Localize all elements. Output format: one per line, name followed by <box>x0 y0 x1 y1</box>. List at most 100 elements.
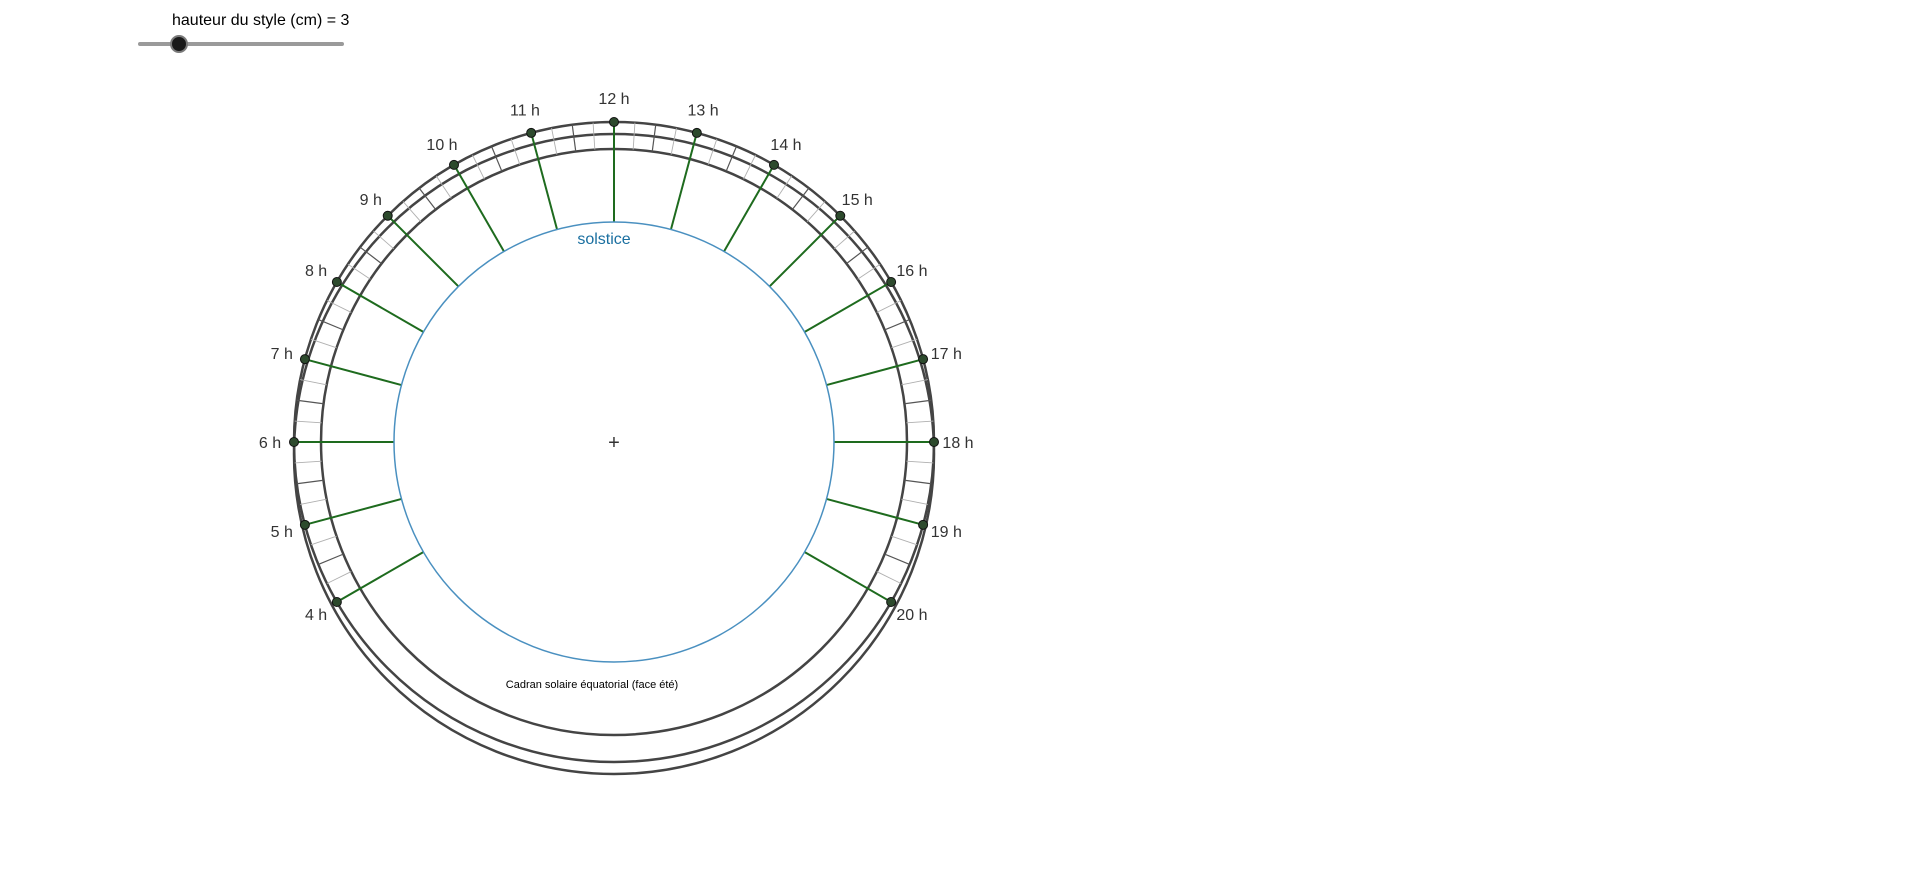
hour-point <box>382 210 393 221</box>
hour-label: 17 h <box>931 346 962 363</box>
hour-point <box>691 127 702 138</box>
hour-point <box>449 159 459 170</box>
scale-tick <box>435 175 452 199</box>
hour-label: 18 h <box>942 435 973 452</box>
hour-point <box>299 519 310 530</box>
scale-tick <box>651 124 657 152</box>
scale-tick <box>846 246 869 265</box>
hour-line <box>336 281 424 333</box>
scale-tick <box>806 201 826 223</box>
scale-tick <box>891 338 918 349</box>
hour-line <box>453 164 505 252</box>
scale-tick <box>296 399 324 405</box>
hour-point <box>299 354 310 365</box>
scale-tick <box>347 263 371 280</box>
hour-label: 16 h <box>896 263 927 280</box>
hour-point <box>609 117 619 127</box>
hour-label: 8 h <box>305 263 327 280</box>
slider-thumb[interactable] <box>170 35 189 53</box>
hour-line <box>669 132 698 230</box>
scale-tick <box>318 318 344 331</box>
scale-tick <box>310 338 337 349</box>
hour-label: 14 h <box>770 137 801 154</box>
hour-label: 20 h <box>896 607 927 624</box>
hour-point <box>886 277 897 287</box>
hour-line <box>804 281 892 333</box>
hour-label: 4 h <box>305 607 327 624</box>
scale-tick <box>592 122 596 150</box>
hour-lines <box>294 122 934 603</box>
scale-tick <box>904 479 932 485</box>
scale-tick <box>490 146 503 172</box>
scale-tick <box>707 138 718 165</box>
center-marker: + <box>608 432 620 454</box>
hour-labels: 4 h 5 h 6 h 7 h 8 h 9 h 10 h 11 h 12 h 13 h 14 h 15… <box>259 91 974 624</box>
scale-tick <box>833 230 855 250</box>
hour-line <box>304 497 402 526</box>
hour-point <box>918 519 929 530</box>
solstice-label: solstice <box>577 231 630 248</box>
hour-line <box>826 358 924 387</box>
hour-label: 10 h <box>426 137 457 154</box>
scale-tick <box>884 553 910 566</box>
style-height-label: hauteur du style (cm) = 3 <box>172 12 350 29</box>
scale-tick <box>876 300 902 313</box>
scale-tick <box>857 263 881 280</box>
hour-label: 7 h <box>271 346 293 363</box>
scale-tick <box>294 460 322 464</box>
scale-tick <box>891 535 918 546</box>
solstice-circle <box>393 221 835 663</box>
hour-label: 12 h <box>598 91 629 108</box>
scale-tick <box>310 535 337 546</box>
hour-point <box>331 277 342 287</box>
dial-caption: Cadran solaire équatorial (face été) <box>506 679 678 691</box>
hour-line <box>304 358 402 387</box>
hour-label: 13 h <box>687 103 718 120</box>
scale-tick <box>906 420 934 424</box>
scale-tick <box>906 460 934 464</box>
hour-points <box>289 117 939 607</box>
scale-tick <box>510 138 521 165</box>
scale-tick <box>318 553 344 566</box>
style-height-slider[interactable] <box>136 34 346 54</box>
scale-tick <box>359 246 382 265</box>
hour-line <box>336 551 424 603</box>
hour-line <box>826 497 924 526</box>
scale-tick <box>418 187 437 210</box>
hour-line <box>387 215 460 288</box>
hour-label: 19 h <box>931 524 962 541</box>
hour-point <box>769 159 779 170</box>
scale-tick <box>373 230 395 250</box>
hour-line <box>804 551 892 603</box>
hour-label: 6 h <box>259 435 281 452</box>
scale-tick <box>402 201 422 223</box>
scale-tick <box>326 300 352 313</box>
scale-tick <box>571 124 577 152</box>
scale-tick <box>901 379 928 386</box>
hour-label: 5 h <box>271 524 293 541</box>
scale-tick <box>551 128 558 155</box>
scale-tick <box>632 122 636 150</box>
scale-tick <box>472 154 485 180</box>
hour-label: 11 h <box>510 103 540 120</box>
hour-line <box>768 215 841 288</box>
hour-line <box>723 164 775 252</box>
hour-point <box>289 437 299 447</box>
scale-tick <box>901 498 928 505</box>
scale-tick <box>296 479 324 485</box>
slider-track[interactable] <box>138 42 344 46</box>
hour-point <box>331 597 342 607</box>
hour-point <box>929 437 939 447</box>
scale-tick <box>300 379 327 386</box>
scale-tick <box>294 420 322 424</box>
hour-label: 15 h <box>842 192 873 209</box>
scale-tick <box>884 318 910 331</box>
scale-tick <box>670 128 677 155</box>
scale-tick <box>791 187 810 210</box>
scale-tick <box>326 571 352 584</box>
dial-outer-rim <box>292 132 936 776</box>
scale-tick <box>876 571 902 584</box>
hour-point <box>526 127 537 138</box>
scale-tick <box>904 399 932 405</box>
